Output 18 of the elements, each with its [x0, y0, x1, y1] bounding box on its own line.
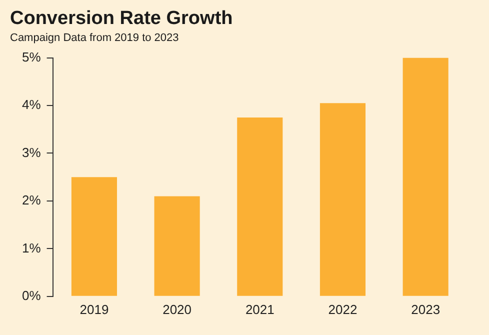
y-tick-label: 3% — [22, 144, 42, 160]
chart-title: Conversion Rate Growth — [10, 8, 234, 30]
x-tick-label: 2021 — [245, 302, 274, 317]
bar — [154, 196, 200, 296]
y-tick-label: 5% — [22, 49, 42, 64]
chart-subtitle: Campaign Data from 2019 to 2023 — [10, 32, 180, 44]
y-tick-label: 0% — [22, 288, 42, 303]
x-tick-label: 2019 — [80, 302, 109, 317]
y-tick-label: 4% — [22, 97, 42, 112]
y-tick-label: 2% — [22, 192, 42, 208]
x-tick-label: 2020 — [162, 302, 192, 317]
bar — [320, 103, 366, 296]
bar — [402, 58, 448, 296]
x-tick-label: 2023 — [411, 302, 440, 317]
bar — [237, 117, 283, 296]
y-tick-label: 1% — [22, 240, 42, 256]
x-tick-label: 2022 — [328, 302, 358, 317]
bar — [71, 177, 117, 296]
